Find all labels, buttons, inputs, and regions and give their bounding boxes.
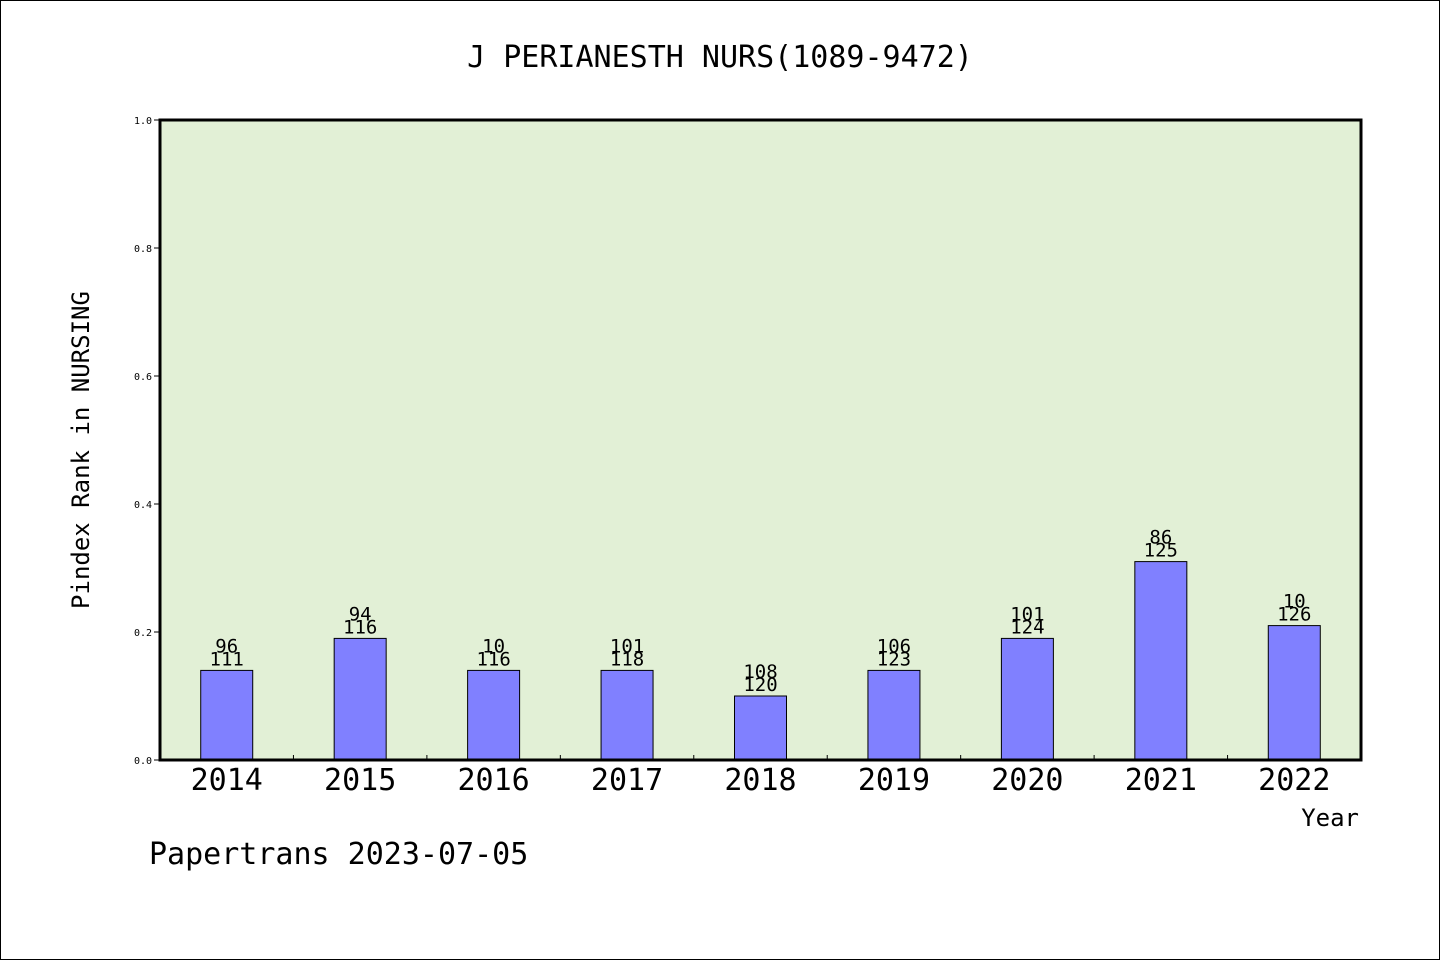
footer-credit: Papertrans 2023-07-05 [149, 837, 528, 872]
bar-label-top: 108 [743, 661, 777, 683]
bar-label-bottom: 123 [877, 648, 911, 670]
bar-label-bottom: 120 [743, 674, 777, 696]
bar [734, 695, 787, 761]
bar [467, 669, 521, 761]
bar-label-top: 101 [1010, 603, 1044, 625]
x-tick-label: 2020 [991, 763, 1063, 798]
y-tick-label: 1.0 [134, 116, 152, 127]
x-tick-label: 2014 [191, 763, 263, 798]
bar-label-top: 94 [349, 603, 372, 625]
bar-label-bottom: 124 [1010, 616, 1044, 638]
bar-label-bottom: 111 [210, 648, 244, 670]
bar-label-top: 86 [1149, 527, 1172, 549]
y-axis-label: Pindex Rank in NURSING [67, 291, 95, 609]
y-axis-ticks: 0.0 0.2 0.4 0.6 0.8 1.0 [134, 116, 160, 767]
bar-label-top: 96 [215, 635, 238, 657]
bar [333, 637, 387, 761]
plot-border [158, 118, 1363, 762]
bar-label-bottom: 125 [1144, 540, 1178, 562]
x-tick-label: 2019 [858, 763, 930, 798]
bar-label-top: 10 [1283, 591, 1306, 613]
y-tick-label: 0.2 [134, 628, 152, 639]
bar-label-top: 10 [482, 635, 505, 657]
x-axis-label: Year [1301, 804, 1359, 832]
bar-labels: 1119611694116101181011201081231061241011… [210, 527, 1312, 696]
bar-label-bottom: 118 [610, 648, 644, 670]
y-tick-label: 0.4 [134, 500, 152, 511]
bar [200, 669, 254, 761]
bar-label-bottom: 116 [343, 616, 377, 638]
y-tick-label: 0.0 [134, 756, 152, 767]
x-tick-label: 2018 [724, 763, 796, 798]
x-tick-label: 2016 [457, 763, 529, 798]
bar [1134, 561, 1188, 761]
x-tick-label: 2021 [1125, 763, 1197, 798]
bar-label-top: 101 [610, 635, 644, 657]
bar [1267, 625, 1321, 761]
bar [600, 669, 654, 761]
bar [867, 669, 921, 761]
chart-title: J PERIANESTH NURS(1089-9472) [467, 40, 973, 75]
bar-label-bottom: 116 [476, 648, 510, 670]
bar-label-bottom: 126 [1277, 604, 1311, 626]
x-tick-label: 2022 [1258, 763, 1330, 798]
bar-series [200, 561, 1321, 761]
y-tick-label: 0.8 [134, 244, 152, 255]
y-tick-label: 0.6 [134, 372, 152, 383]
bar [1000, 637, 1054, 761]
x-tick-label: 2015 [324, 763, 396, 798]
x-tick-label: 2017 [591, 763, 663, 798]
bar-label-top: 106 [877, 635, 911, 657]
x-axis-ticks: 2014 2015 2016 2017 2018 2019 2020 2021 2022 [191, 755, 1330, 798]
